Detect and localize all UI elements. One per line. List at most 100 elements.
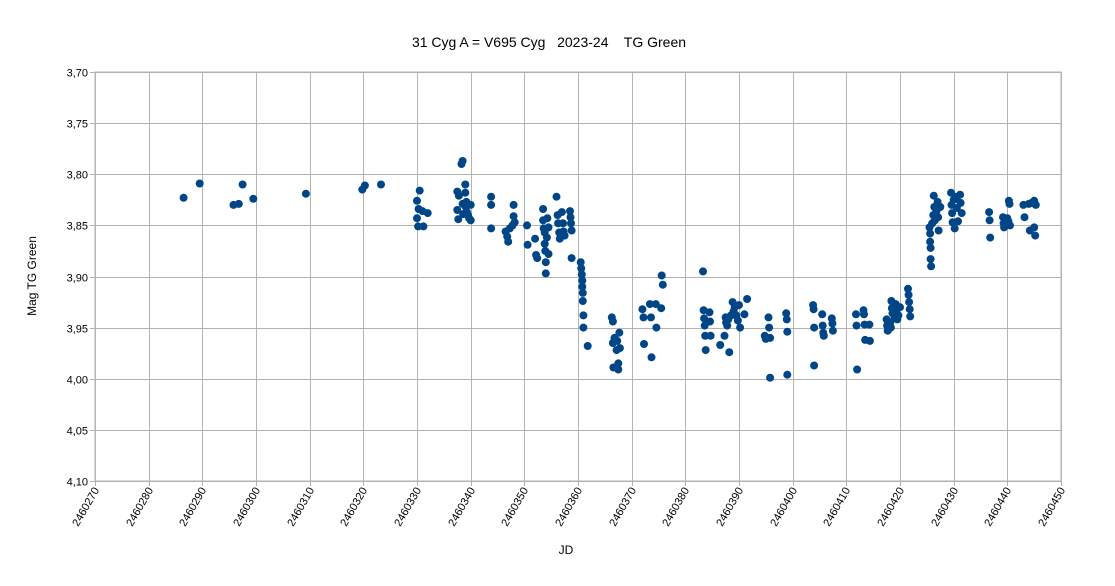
data-point (743, 295, 752, 303)
data-point (234, 199, 243, 208)
data-point (986, 233, 995, 242)
data-point (523, 221, 531, 230)
y-tick-label: 3,75 (67, 119, 88, 131)
data-point (657, 271, 666, 280)
data-point (956, 190, 965, 199)
data-point (249, 194, 258, 203)
data-point (413, 196, 421, 205)
data-point (541, 269, 550, 278)
data-point (819, 331, 828, 340)
data-point (853, 365, 862, 374)
data-point (852, 310, 860, 319)
data-point (453, 206, 462, 214)
data-point (934, 213, 943, 222)
data-point (985, 208, 994, 217)
data-point (639, 313, 648, 322)
data-point (896, 303, 904, 312)
data-point (782, 315, 791, 324)
data-point (531, 234, 540, 243)
data-point (415, 186, 424, 195)
y-tick-label: 3,80 (67, 170, 88, 182)
data-point (950, 224, 959, 233)
data-point (613, 336, 622, 345)
data-point (454, 191, 463, 200)
data-point (195, 179, 204, 188)
data-point (543, 214, 552, 223)
data-point (706, 331, 715, 340)
data-point (466, 216, 475, 225)
data-point (652, 323, 661, 332)
data-point (510, 218, 519, 227)
data-point (579, 323, 588, 332)
data-point (657, 304, 666, 313)
data-point (905, 298, 914, 307)
data-point (578, 276, 587, 285)
data-point (736, 323, 745, 332)
data-point (865, 336, 874, 345)
data-point (906, 312, 915, 321)
data-point (765, 323, 774, 332)
data-point (647, 313, 655, 322)
y-tick-label: 4,05 (67, 426, 88, 438)
data-point (567, 226, 576, 235)
data-point (377, 180, 385, 189)
data-point (504, 237, 513, 246)
data-point (640, 340, 648, 348)
data-point (579, 311, 588, 320)
data-point (733, 316, 742, 325)
data-point (423, 209, 432, 218)
data-point (542, 233, 551, 242)
data-point (557, 208, 566, 217)
data-point (701, 346, 710, 355)
data-point (552, 192, 561, 201)
y-tick-label: 3,70 (67, 68, 88, 80)
data-point (577, 270, 586, 279)
data-point (904, 290, 913, 299)
data-point (454, 215, 463, 224)
data-point (818, 321, 827, 330)
data-point (614, 359, 623, 368)
data-point (578, 297, 587, 305)
data-point (957, 209, 966, 218)
data-point (810, 361, 819, 370)
y-tick-label: 3,85 (67, 221, 88, 233)
data-point (533, 254, 542, 263)
data-point (927, 262, 936, 271)
data-point (540, 239, 549, 248)
data-point (985, 216, 994, 225)
data-point (818, 310, 827, 319)
data-point (645, 300, 654, 309)
data-point (936, 203, 945, 211)
data-point (948, 209, 957, 218)
y-tick-label: 3,95 (67, 324, 88, 336)
data-point (1031, 231, 1040, 240)
data-point (578, 282, 587, 291)
data-point (458, 157, 467, 165)
data-point (809, 305, 818, 314)
data-point (509, 200, 518, 209)
data-point (954, 217, 962, 226)
data-point (487, 192, 496, 201)
data-point (706, 317, 714, 326)
data-point (929, 191, 938, 200)
y-axis-label: Mag TG Green (25, 236, 39, 316)
chart-title: 31 Cyg A = V695 Cyg 2023-24 TG Green (412, 34, 686, 50)
data-point (783, 327, 792, 336)
data-point (566, 213, 575, 222)
data-point (926, 229, 935, 238)
data-point (179, 193, 188, 202)
data-point (614, 365, 623, 374)
data-point (720, 331, 729, 340)
data-point (567, 254, 576, 263)
data-point (1031, 200, 1040, 209)
data-point (578, 288, 587, 297)
data-point (700, 314, 709, 323)
data-point (810, 323, 819, 332)
data-point (904, 284, 912, 293)
data-point (509, 212, 518, 221)
data-point (926, 255, 935, 264)
data-point (238, 180, 247, 189)
y-tick-label: 4,10 (67, 477, 88, 489)
